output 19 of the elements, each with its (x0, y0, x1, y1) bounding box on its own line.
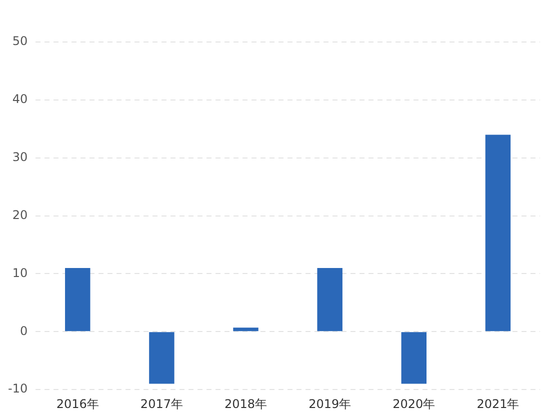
y-tick-label: 10 (12, 266, 28, 280)
y-tick-label: -10 (8, 382, 28, 396)
y-tick-label: 20 (12, 208, 28, 222)
x-tick-label: 2021年 (476, 396, 520, 411)
bar (149, 332, 174, 384)
y-tick-label: 50 (12, 34, 28, 48)
bar (401, 332, 427, 384)
bar (233, 328, 258, 332)
x-tick-label: 2018年 (224, 396, 268, 411)
y-tick-label: 0 (20, 324, 28, 338)
y-tick-label: 40 (12, 92, 28, 106)
bar (317, 268, 342, 332)
x-tick-label: 2019年 (308, 396, 352, 411)
y-tick-label: 30 (12, 150, 28, 164)
x-tick-label: 2017年 (140, 396, 183, 411)
bar (485, 134, 511, 332)
x-tick-label: 2016年 (56, 396, 99, 411)
x-tick-label: 2020年 (392, 396, 436, 411)
bar (65, 268, 90, 332)
